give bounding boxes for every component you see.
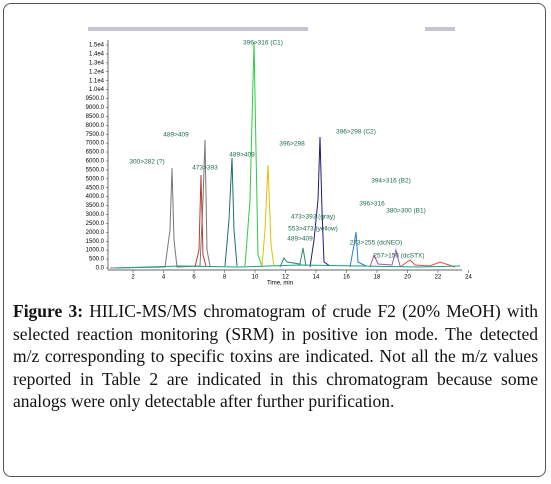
caption-label: Figure 3: [13,301,84,321]
y-tick-label: 9500.0 [86,96,105,102]
y-tick-label: 1000.0 [86,248,105,254]
peak-label: 489>409 [287,236,313,243]
y-tick-label: 0.0 [96,266,105,272]
x-tick-label: 6 [192,275,196,281]
caption-text: HILIC-MS/MS chromatogram of crude F2 (20… [13,301,538,411]
x-tick-label: 10 [252,275,259,281]
y-tick-label: 1.4e4 [89,51,105,57]
y-tick-label: 7000.0 [86,141,105,147]
y-tick-label: 8500.0 [86,114,105,120]
y-tick-label: 5000.0 [86,176,105,182]
x-tick-label: 8 [223,275,227,281]
peak-label: 300>282 (?) [129,159,164,166]
y-tick-label: 1.5e4 [89,43,105,49]
y-tick-label: 5500.0 [86,167,105,173]
traces [109,41,461,269]
y-tick-label: 1.1e4 [89,78,105,84]
x-tick-label: 22 [435,275,442,281]
y-tick-label: 3000.0 [86,212,105,218]
peak-label: 257>156 (dcSTX) [373,253,424,260]
y-tick-label: 7500.0 [86,132,105,138]
peak-label: 396>316 [359,201,385,208]
y-tick-label: 2500.0 [86,221,105,227]
x-tick-label: 12 [282,275,289,281]
peak-label: 396>298 [279,141,305,148]
figure-frame [3,3,546,477]
x-tick-label: 4 [162,275,166,281]
caption: Figure 3: HILIC-MS/MS chromatogram of cr… [13,300,538,413]
peak-label: 473>393 (gray) [291,214,335,221]
header-strip [425,27,455,31]
peak-label: 489>409 [163,132,189,139]
y-ticks: 1.5e4 1.4e4 1.3e4 1.2e4 1.1e4 1.0e4 9500.0 9000… [86,43,108,272]
x-axis-label: Time, min [267,281,293,287]
x-tick-label: 14 [313,275,320,281]
y-tick-label: 4000.0 [86,194,105,200]
peak-label: 396>298 (C2) [336,129,376,136]
y-tick-label: 500.0 [89,257,105,263]
y-tick-label: 8000.0 [86,123,105,129]
x-tick-label: 18 [374,275,381,281]
y-tick-label: 1.3e4 [89,60,105,66]
y-tick-label: 2000.0 [86,230,105,236]
y-tick-label: 1.2e4 [89,69,105,75]
peak-label: 396>316 (C1) [243,40,283,47]
peak-label: 489>409 [229,152,255,159]
y-tick-label: 9000.0 [86,105,105,111]
y-tick-label: 6000.0 [86,159,105,165]
peak-label: 380>300 (B1) [386,208,426,215]
x-tick-label: 20 [404,275,411,281]
x-tick-label: 2 [131,275,135,281]
y-tick-label: 1.0e4 [89,87,105,93]
peak-label: 473>393 [192,165,218,172]
y-tick-label: 3500.0 [86,203,105,209]
y-tick-label: 1500.0 [86,239,105,245]
x-tick-label: 16 [343,275,350,281]
x-tick-label: 24 [465,275,472,281]
header-strip [88,27,308,31]
chromatogram: 1.5e4 1.4e4 1.3e4 1.2e4 1.1e4 1.0e4 9500.0 9000… [86,27,472,287]
x-ticks: 2 4 6 8 10 12 14 16 18 20 22 24 [131,270,472,281]
y-tick-label: 4500.0 [86,185,105,191]
peak-label: 553>473 (yellow) [288,226,338,233]
y-tick-label: 6500.0 [86,150,105,156]
peak-label: 394>316 (B2) [371,178,411,185]
peak-label: 273>255 (dcNEO) [350,240,403,247]
